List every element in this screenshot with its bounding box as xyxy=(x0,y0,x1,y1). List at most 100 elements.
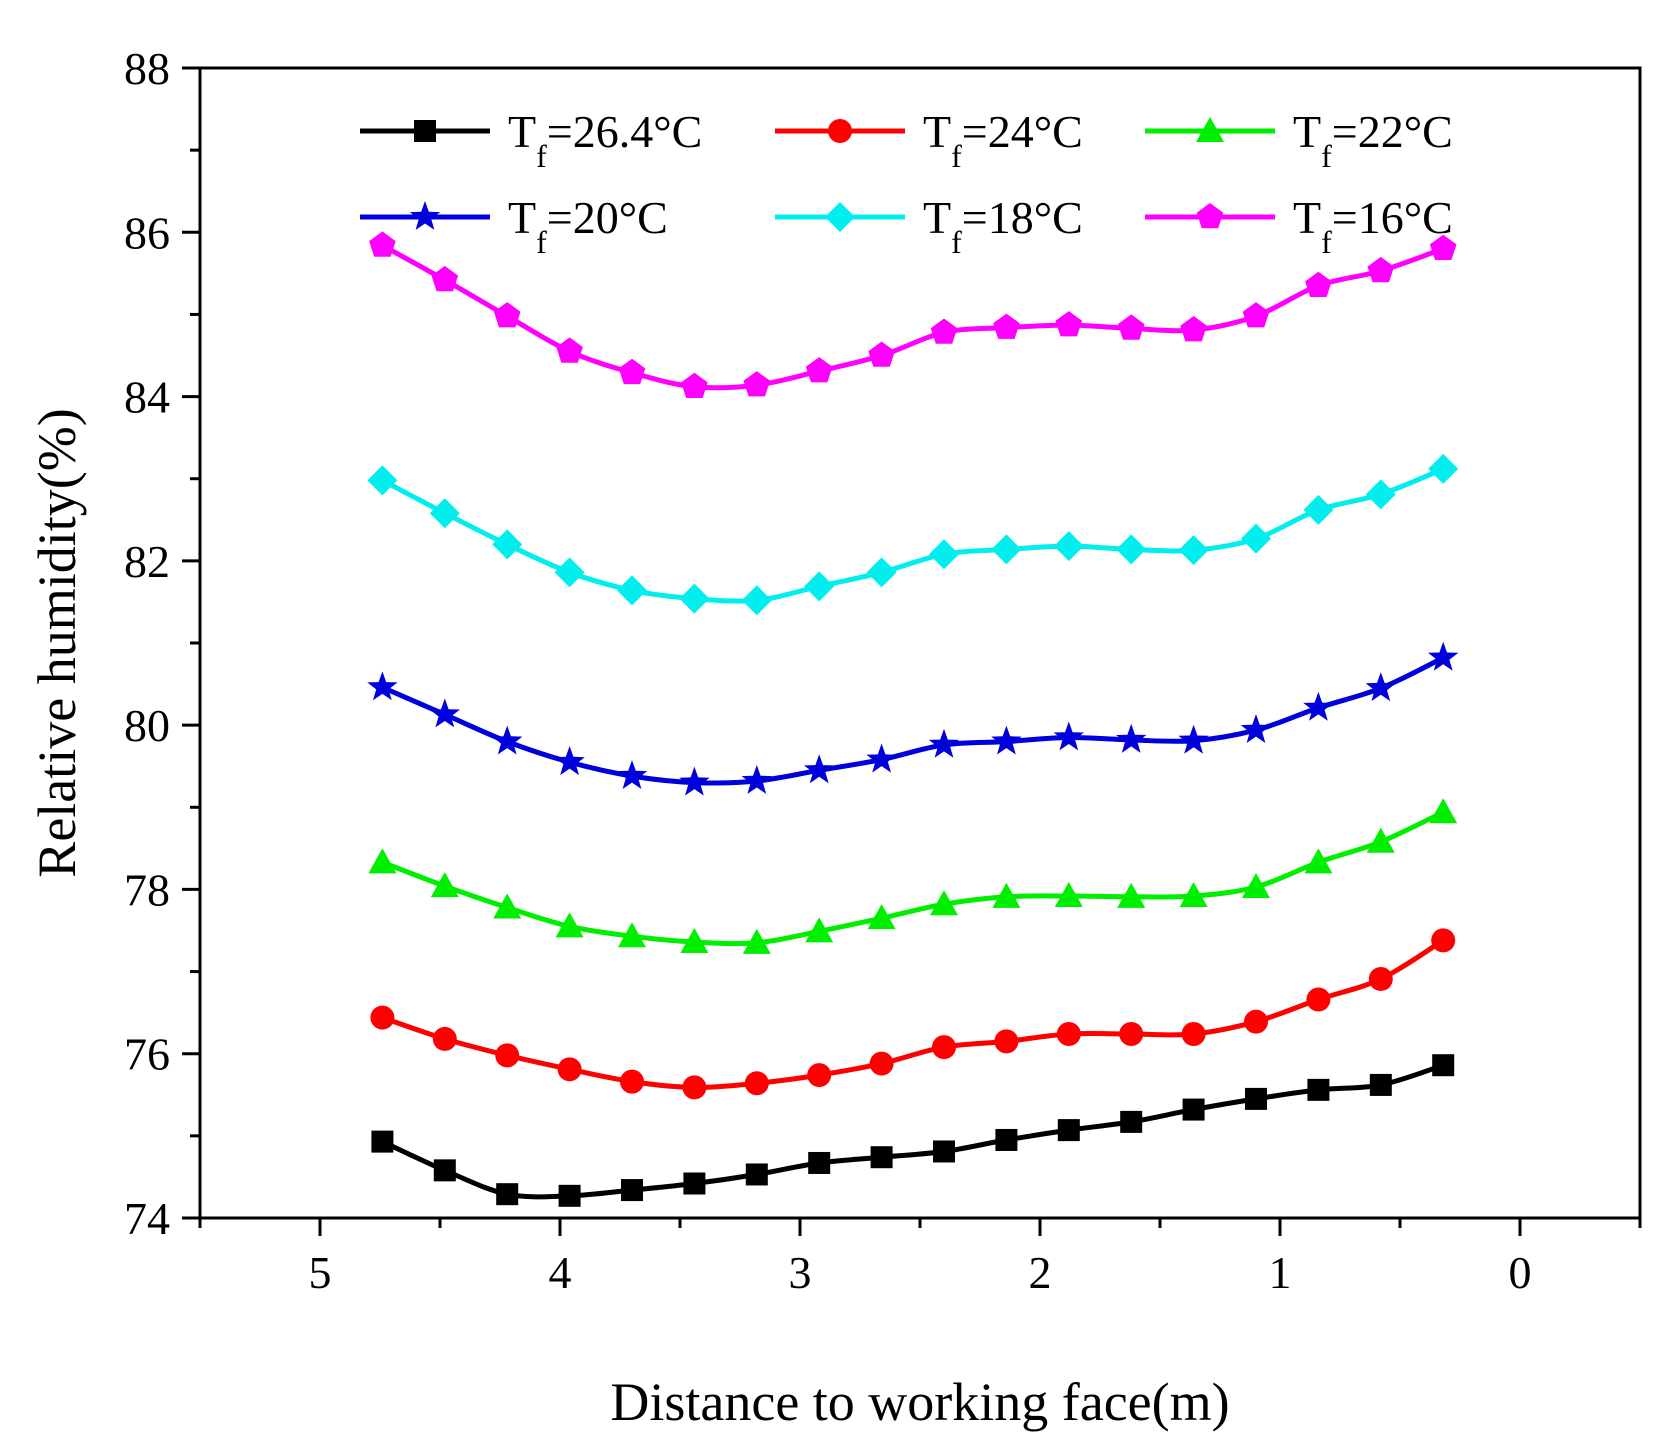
data-point xyxy=(371,1130,394,1153)
data-point xyxy=(367,465,398,496)
data-point xyxy=(495,1043,520,1068)
legend-label: Tf=20°C xyxy=(508,192,668,260)
data-point xyxy=(742,928,771,954)
data-point xyxy=(1057,1119,1080,1142)
data-point xyxy=(991,534,1022,565)
data-point xyxy=(1307,1078,1330,1101)
data-point xyxy=(683,1172,706,1195)
x-tick-label: 3 xyxy=(789,1247,812,1298)
data-point xyxy=(1428,453,1459,484)
legend: Tf=26.4°C Tf=24°C Tf=22°C Tf=20°C Tf=18°C Tf=… xyxy=(360,106,1453,260)
data-point xyxy=(429,698,460,728)
y-axis-title: Relative humidity(%) xyxy=(27,408,87,877)
data-point xyxy=(994,1029,1019,1054)
data-point xyxy=(1245,1087,1267,1110)
data-point xyxy=(492,529,523,560)
data-point xyxy=(1242,302,1270,328)
data-point xyxy=(493,893,522,919)
data-point xyxy=(1054,882,1083,907)
data-point xyxy=(869,1051,894,1076)
series-2 xyxy=(368,798,1458,954)
data-point xyxy=(618,358,646,385)
series-line xyxy=(381,809,1445,947)
series-1 xyxy=(370,928,1456,1100)
data-point xyxy=(496,1183,519,1206)
legend-label: Tf=24°C xyxy=(923,106,1083,174)
data-point xyxy=(556,337,583,363)
data-point xyxy=(1429,798,1458,824)
data-point xyxy=(993,313,1020,339)
x-tick-label: 0 xyxy=(1509,1247,1532,1298)
data-point xyxy=(1366,827,1395,853)
data-point xyxy=(1117,314,1145,340)
legend-marker xyxy=(828,119,852,143)
data-point xyxy=(433,1159,456,1182)
data-point xyxy=(1179,882,1208,907)
legend-marker xyxy=(409,201,441,230)
data-point xyxy=(621,1179,643,1202)
data-point xyxy=(744,1071,769,1096)
data-point xyxy=(992,882,1021,908)
series-line xyxy=(381,243,1445,391)
y-tick-label: 88 xyxy=(124,43,170,94)
data-point xyxy=(808,1151,831,1174)
data-point xyxy=(1369,1073,1392,1096)
data-point xyxy=(1429,234,1457,260)
data-point xyxy=(1178,724,1209,754)
series-3 xyxy=(367,641,1459,796)
data-point xyxy=(1365,672,1396,702)
y-tick-label: 74 xyxy=(124,1193,170,1244)
y-tick-label: 80 xyxy=(124,700,170,751)
data-point xyxy=(1368,966,1393,991)
data-point xyxy=(1432,1054,1455,1077)
legend-item: Tf=20°C xyxy=(360,192,668,260)
data-point xyxy=(930,318,958,344)
data-point xyxy=(991,725,1022,755)
data-point xyxy=(1055,311,1083,337)
data-point xyxy=(1365,479,1396,510)
data-point xyxy=(679,583,710,614)
data-point xyxy=(1242,872,1270,898)
data-point xyxy=(743,371,771,397)
data-point xyxy=(1305,271,1332,297)
data-point xyxy=(867,904,896,930)
data-point xyxy=(368,848,397,874)
y-tick-label: 84 xyxy=(124,372,170,423)
data-point xyxy=(432,1026,457,1051)
series-line xyxy=(381,938,1445,1090)
x-tick-label: 5 xyxy=(309,1247,332,1298)
data-point xyxy=(805,917,834,943)
data-point xyxy=(805,357,833,383)
x-tick-label: 4 xyxy=(549,1247,572,1298)
legend-label: Tf=18°C xyxy=(923,192,1083,260)
data-point xyxy=(741,765,772,794)
data-point xyxy=(1180,316,1207,342)
data-point xyxy=(1241,523,1271,554)
y-tick-label: 86 xyxy=(124,207,170,258)
data-point xyxy=(995,1128,1018,1151)
data-point xyxy=(1306,987,1331,1012)
data-point xyxy=(680,928,709,953)
data-point xyxy=(807,1063,832,1088)
data-point xyxy=(679,766,710,796)
data-point xyxy=(682,1075,707,1100)
data-point xyxy=(933,1140,955,1163)
data-point xyxy=(1178,535,1209,566)
data-point xyxy=(928,728,960,758)
data-point xyxy=(741,585,772,616)
series-4 xyxy=(367,453,1459,616)
data-point xyxy=(1056,1022,1081,1046)
data-point xyxy=(1053,531,1084,562)
data-point xyxy=(1303,691,1334,721)
data-point xyxy=(554,746,585,776)
series-line xyxy=(381,655,1445,786)
data-point xyxy=(555,912,584,938)
data-point xyxy=(369,231,396,257)
data-point xyxy=(557,1057,582,1082)
data-point xyxy=(930,890,958,916)
data-point xyxy=(1117,882,1146,908)
y-tick-label: 76 xyxy=(124,1029,170,1080)
data-point xyxy=(804,571,835,602)
legend-item: Tf=26.4°C xyxy=(360,106,702,174)
